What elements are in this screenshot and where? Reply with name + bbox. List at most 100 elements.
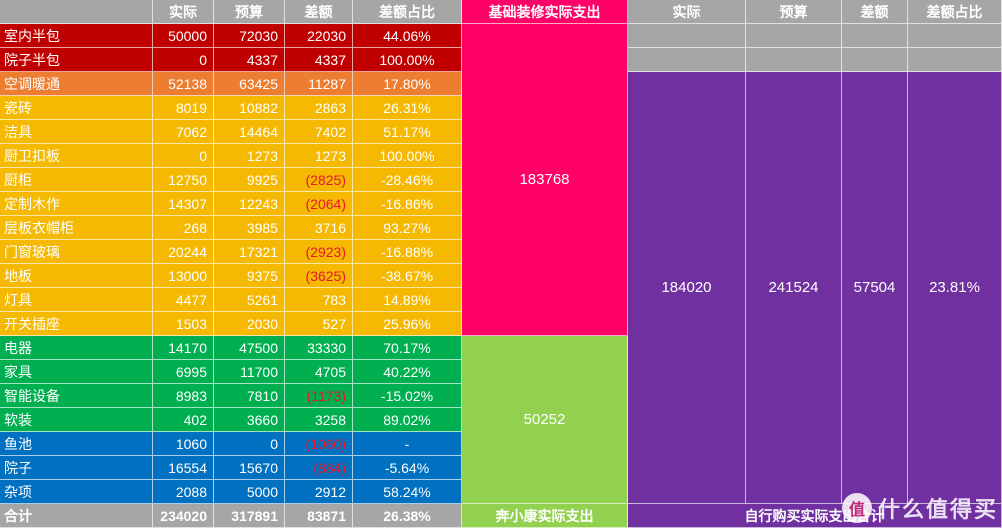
- row-budget: 17321: [214, 240, 285, 264]
- watermark: 值 什么值得买: [841, 490, 998, 526]
- row-diff: 3716: [285, 216, 353, 240]
- row-actual: 1503: [153, 312, 214, 336]
- row-name: 院子: [0, 456, 153, 480]
- total-label: 合计: [0, 504, 153, 528]
- row-ratio: 93.27%: [353, 216, 462, 240]
- right-header-budget: 预算: [746, 0, 842, 24]
- row-budget: 9375: [214, 264, 285, 288]
- row-diff: 4337: [285, 48, 353, 72]
- right-empty-cell: [746, 24, 842, 48]
- row-actual: 0: [153, 48, 214, 72]
- row-actual: 14170: [153, 336, 214, 360]
- watermark-logo-icon: 值: [841, 493, 872, 523]
- row-diff: 3258: [285, 408, 353, 432]
- right-empty-cell: [628, 48, 746, 72]
- row-diff: 7402: [285, 120, 353, 144]
- row-ratio: 100.00%: [353, 144, 462, 168]
- row-ratio: -38.67%: [353, 264, 462, 288]
- row-actual: 16554: [153, 456, 214, 480]
- row-actual: 13000: [153, 264, 214, 288]
- row-actual: 12750: [153, 168, 214, 192]
- header-ratio: 差额占比: [353, 0, 462, 24]
- row-ratio: 44.06%: [353, 24, 462, 48]
- row-budget: 1273: [214, 144, 285, 168]
- row-budget: 5261: [214, 288, 285, 312]
- row-diff: 33330: [285, 336, 353, 360]
- total-actual: 234020: [153, 504, 214, 528]
- row-diff: (2064): [285, 192, 353, 216]
- header-corner: [0, 0, 153, 24]
- row-actual: 8983: [153, 384, 214, 408]
- row-name: 智能设备: [0, 384, 153, 408]
- row-actual: 7062: [153, 120, 214, 144]
- row-budget: 12243: [214, 192, 285, 216]
- total-diff: 83871: [285, 504, 353, 528]
- right-empty-cell: [842, 48, 908, 72]
- row-diff: (884): [285, 456, 353, 480]
- row-diff: (1060): [285, 432, 353, 456]
- row-actual: 1060: [153, 432, 214, 456]
- row-ratio: 100.00%: [353, 48, 462, 72]
- right-empty-cell: [908, 48, 1002, 72]
- row-ratio: 51.17%: [353, 120, 462, 144]
- row-actual: 14307: [153, 192, 214, 216]
- row-actual: 4477: [153, 288, 214, 312]
- row-budget: 7810: [214, 384, 285, 408]
- row-diff: (2923): [285, 240, 353, 264]
- right-empty-cell: [628, 24, 746, 48]
- row-diff: (2825): [285, 168, 353, 192]
- comfort-spending-label: 奔小康实际支出: [462, 504, 628, 528]
- row-name: 门窗玻璃: [0, 240, 153, 264]
- right-header-ratio: 差额占比: [908, 0, 1002, 24]
- row-actual: 8019: [153, 96, 214, 120]
- row-diff: 783: [285, 288, 353, 312]
- row-ratio: 40.22%: [353, 360, 462, 384]
- row-ratio: 17.80%: [353, 72, 462, 96]
- row-actual: 20244: [153, 240, 214, 264]
- row-diff: 22030: [285, 24, 353, 48]
- row-diff: 2912: [285, 480, 353, 504]
- total-ratio: 26.38%: [353, 504, 462, 528]
- row-ratio: 26.31%: [353, 96, 462, 120]
- row-name: 室内半包: [0, 24, 153, 48]
- row-diff: (3625): [285, 264, 353, 288]
- row-name: 院子半包: [0, 48, 153, 72]
- header-budget: 预算: [214, 0, 285, 24]
- self-purchase-actual: 184020: [628, 72, 746, 504]
- row-budget: 4337: [214, 48, 285, 72]
- row-actual: 52138: [153, 72, 214, 96]
- row-budget: 14464: [214, 120, 285, 144]
- row-name: 洁具: [0, 120, 153, 144]
- row-name: 地板: [0, 264, 153, 288]
- row-name: 鱼池: [0, 432, 153, 456]
- row-ratio: 89.02%: [353, 408, 462, 432]
- row-diff: 4705: [285, 360, 353, 384]
- row-name: 开关插座: [0, 312, 153, 336]
- row-name: 家具: [0, 360, 153, 384]
- right-empty-cell: [746, 48, 842, 72]
- row-name: 电器: [0, 336, 153, 360]
- row-budget: 0: [214, 432, 285, 456]
- row-budget: 72030: [214, 24, 285, 48]
- self-purchase-budget: 241524: [746, 72, 842, 504]
- row-ratio: -5.64%: [353, 456, 462, 480]
- row-budget: 15670: [214, 456, 285, 480]
- row-budget: 47500: [214, 336, 285, 360]
- row-ratio: 70.17%: [353, 336, 462, 360]
- row-ratio: -: [353, 432, 462, 456]
- base-renovation-value: 183768: [462, 24, 628, 336]
- row-actual: 0: [153, 144, 214, 168]
- row-budget: 2030: [214, 312, 285, 336]
- row-diff: 1273: [285, 144, 353, 168]
- row-budget: 5000: [214, 480, 285, 504]
- row-name: 定制木作: [0, 192, 153, 216]
- row-actual: 50000: [153, 24, 214, 48]
- header-diff: 差额: [285, 0, 353, 24]
- row-budget: 10882: [214, 96, 285, 120]
- right-header-diff: 差额: [842, 0, 908, 24]
- row-ratio: -16.88%: [353, 240, 462, 264]
- row-name: 层板衣帽柜: [0, 216, 153, 240]
- row-name: 空调暖通: [0, 72, 153, 96]
- row-budget: 63425: [214, 72, 285, 96]
- right-empty-cell: [842, 24, 908, 48]
